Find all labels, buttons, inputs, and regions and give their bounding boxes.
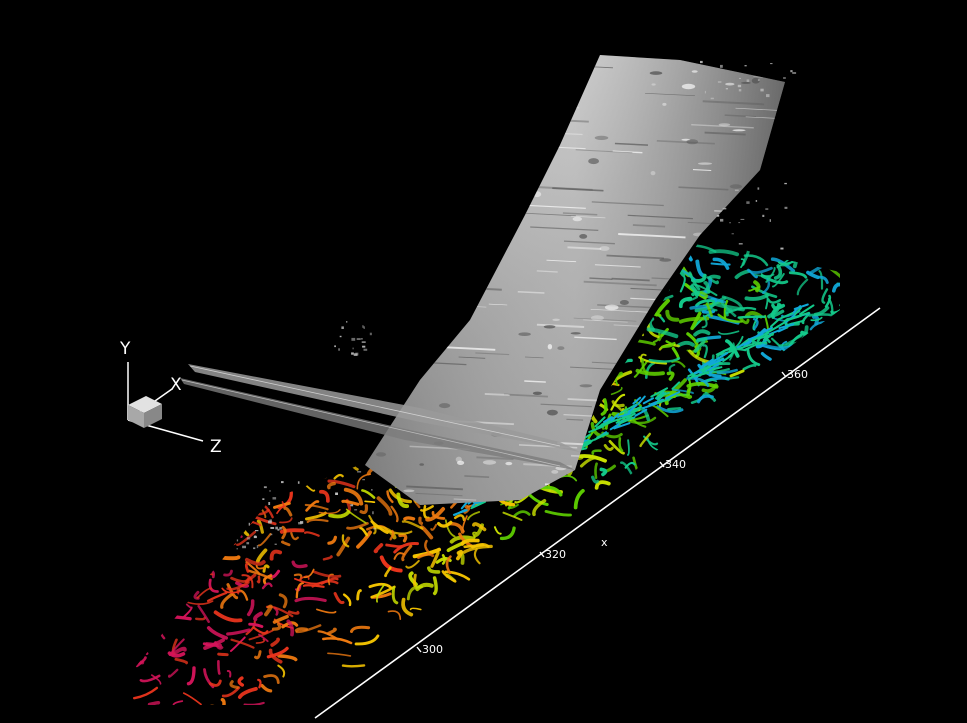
x-axis-title: x xyxy=(601,536,608,549)
x-axis-tick xyxy=(416,646,422,653)
x-axis-tick xyxy=(781,371,787,378)
x-axis-tick xyxy=(659,461,665,468)
shear-layer-streaks xyxy=(180,364,580,470)
x-axis: 300 320 340 360 x xyxy=(314,307,881,719)
x-axis-tick-label: 300 xyxy=(422,643,443,656)
orientation-cube xyxy=(128,396,162,428)
x-axis-tick-label: 360 xyxy=(787,368,808,381)
orientation-triad: Y X Z xyxy=(119,339,222,457)
x-axis-tick xyxy=(539,551,545,558)
debris-fragments xyxy=(236,60,797,550)
y-axis-letter: Y xyxy=(119,339,131,359)
x-axis-letter: X xyxy=(170,375,182,395)
x-axis-tick-label: 340 xyxy=(665,458,686,471)
x-axis-tick-label: 320 xyxy=(545,548,566,561)
z-axis-letter: Z xyxy=(210,437,222,457)
